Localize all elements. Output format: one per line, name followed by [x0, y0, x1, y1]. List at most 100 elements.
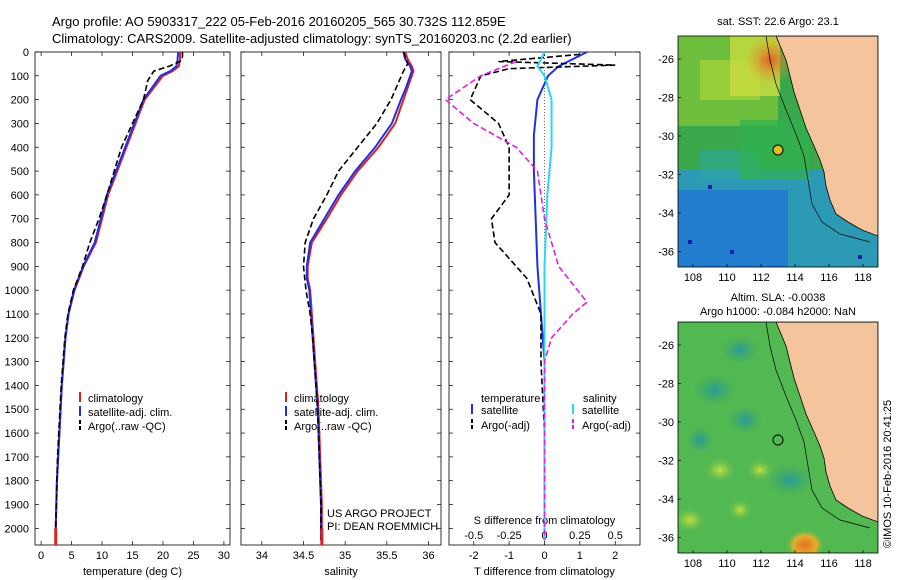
map-x-tick-label: 118	[854, 272, 872, 284]
legend-label: satellite	[481, 405, 518, 417]
map-x-tick-label: 110	[718, 272, 736, 284]
map-x-tick-label: 108	[684, 558, 702, 570]
map-y-tick-label: -36	[658, 247, 674, 259]
y-tick-label: 1800	[5, 476, 29, 488]
map-y-tick-label: -28	[658, 93, 674, 105]
imos-credit: ©IMOS 10-Feb-2016 20:41:25	[882, 400, 894, 548]
y-tick-label: 1100	[5, 309, 29, 321]
y-tick-label: 1000	[5, 285, 29, 297]
y-tick-label: 300	[11, 118, 29, 130]
y-tick-label: 500	[11, 166, 29, 178]
s-tick-label: -0.5	[464, 530, 483, 542]
map-y-tick-label: -26	[658, 54, 674, 66]
series-line	[54, 52, 184, 541]
x-tick-label: 34	[256, 550, 268, 562]
map-y-tick-label: -36	[658, 533, 674, 545]
x-tick-label: 35.5	[376, 550, 397, 562]
legend-label: satellite-adj. clim.	[294, 407, 378, 419]
sst-map-title: sat. SST: 22.6 Argo: 23.1	[717, 16, 839, 28]
map-y-tick-label: -30	[658, 417, 674, 429]
salinity-profile-panel: 34 34.5 35 35.5 36 salinity climatology satelli…	[240, 51, 442, 578]
y-tick-label: 800	[11, 238, 29, 250]
legend-label: Argo(..raw -QC)	[88, 421, 166, 433]
sst-map-image	[678, 36, 878, 267]
y-tick-label: 700	[11, 214, 29, 226]
legend-label: Argo(-adj)	[481, 420, 530, 432]
sst-map: sat. SST: 22.6 Argo: 23.1 108 110 112 114 11…	[658, 16, 879, 284]
sla-map-image	[678, 322, 878, 553]
y-tick-label: 200	[11, 95, 29, 107]
map-y-tick-label: -32	[658, 170, 674, 182]
y-tick-label: 900	[11, 261, 29, 273]
map-y-tick-label: -34	[658, 208, 674, 220]
series-line	[469, 53, 616, 541]
header-line1: Argo profile: AO 5903317_222 05-Feb-2016…	[52, 14, 506, 29]
map-x-tick-label: 114	[786, 558, 804, 570]
y-tick-label: 0	[23, 47, 29, 59]
legend-label: climatology	[88, 393, 144, 405]
map-y-tick-label: -26	[658, 340, 674, 352]
map-y-tick-label: -34	[658, 494, 674, 506]
y-tick-label: 1900	[5, 500, 29, 512]
sla-map-title1: Altim. SLA: -0.0038	[731, 292, 826, 304]
x-axis-label: T difference from climatology	[474, 566, 615, 578]
legend-label: climatology	[294, 393, 350, 405]
map-x-tick-label: 108	[684, 272, 702, 284]
legend-label: satellite	[582, 405, 619, 417]
map-x-tick-label: 118	[854, 558, 872, 570]
x-tick-label: 34.5	[293, 550, 314, 562]
x-tick-label: 20	[157, 550, 169, 562]
x-tick-label: 2	[612, 550, 618, 562]
y-tick-label: 1500	[5, 404, 29, 416]
x-tick-label: -2	[469, 550, 479, 562]
salinity-plot-area	[240, 51, 442, 546]
legend-header-salinity: salinity	[583, 393, 617, 405]
temperature-profile-panel: 0100200300400500600700800900100011001200…	[5, 47, 231, 578]
sla-map: Altim. SLA: -0.0038 Argo h1000: -0.084 h…	[658, 292, 879, 570]
series-line	[536, 51, 553, 541]
x-tick-label: 30	[218, 550, 230, 562]
sla-map-title2: Argo h1000: -0.084 h2000: NaN	[700, 306, 856, 318]
argo-float-marker	[772, 144, 784, 156]
map-x-tick-label: 110	[718, 558, 736, 570]
x-tick-label: 5	[69, 550, 75, 562]
map-x-tick-label: 116	[820, 558, 838, 570]
sla-map-land	[775, 322, 878, 523]
project-annotation: PI: DEAN ROEMMICH	[327, 521, 438, 533]
series-line	[302, 51, 409, 541]
y-tick-label: 100	[11, 71, 29, 83]
s-tick-label: 0.5	[608, 530, 623, 542]
series-line	[444, 60, 589, 541]
map-y-tick-label: -28	[658, 379, 674, 391]
map-x-tick-label: 112	[752, 558, 770, 570]
s-tick-label: 0.25	[569, 530, 590, 542]
map-y-tick-label: -32	[658, 456, 674, 468]
legend-label: Argo(..raw -QC)	[294, 421, 372, 433]
map-x-tick-label: 112	[752, 272, 770, 284]
y-tick-label: 1300	[5, 357, 29, 369]
project-annotation: US ARGO PROJECT	[327, 508, 432, 520]
y-tick-label: 1700	[5, 452, 29, 464]
x-tick-label: 35	[339, 550, 351, 562]
x-axis-label: salinity	[324, 566, 358, 578]
legend-label: satellite-adj. clim.	[88, 407, 172, 419]
x-tick-label: 15	[126, 550, 138, 562]
sst-map-land	[775, 36, 878, 237]
x-tick-label: 1	[577, 550, 583, 562]
header-line2: Climatology: CARS2009. Satellite-adjuste…	[52, 31, 572, 46]
x-tick-label: 0	[38, 550, 44, 562]
y-tick-label: 2000	[5, 523, 29, 535]
y-tick-label: 1200	[5, 333, 29, 345]
x-tick-label: 10	[96, 550, 108, 562]
argo-float-marker-sla	[772, 434, 784, 446]
map-x-tick-label: 114	[786, 272, 804, 284]
sst-map-axes: 108 110 112 114 116 118 -26 -28 -30 -32 -34 -36	[658, 54, 872, 284]
map-y-tick-label: -30	[658, 131, 674, 143]
sla-map-axes: 108 110 112 114 116 118 -26 -28 -30 -32 -34 -36	[658, 340, 872, 570]
legend-label: Argo(-adj)	[582, 420, 631, 432]
x-tick-label: 0	[541, 550, 547, 562]
x-tick-label: 36	[422, 550, 434, 562]
y-tick-label: 400	[11, 142, 29, 154]
y-tick-label: 1600	[5, 428, 29, 440]
